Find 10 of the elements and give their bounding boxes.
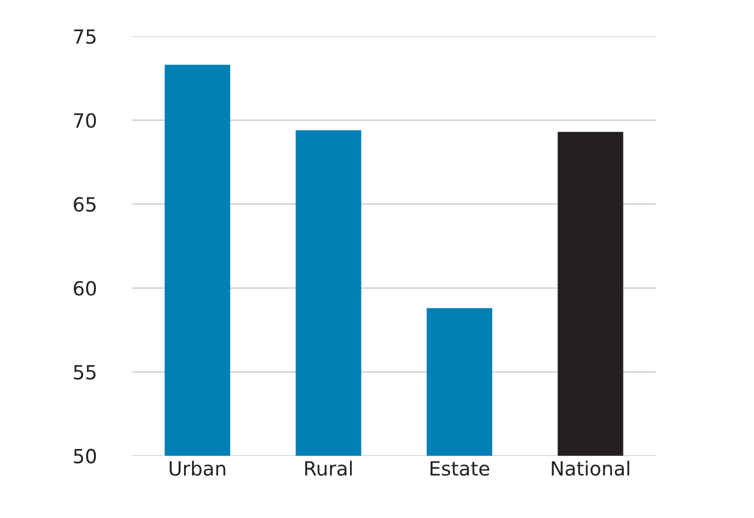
y-tick-label: 70	[74, 113, 96, 128]
x-tick-label: Urban	[170, 460, 226, 476]
x-tick-label: Rural	[305, 460, 352, 476]
y-tick-label: 55	[74, 365, 96, 380]
y-tick-label: 50	[74, 448, 96, 464]
y-tick-label: 75	[74, 29, 96, 44]
y-tick-label: 60	[74, 280, 96, 296]
x-tick-label: Estate	[430, 461, 490, 476]
y-tick-label: 65	[74, 197, 96, 212]
x-tick-label: National	[552, 460, 630, 476]
